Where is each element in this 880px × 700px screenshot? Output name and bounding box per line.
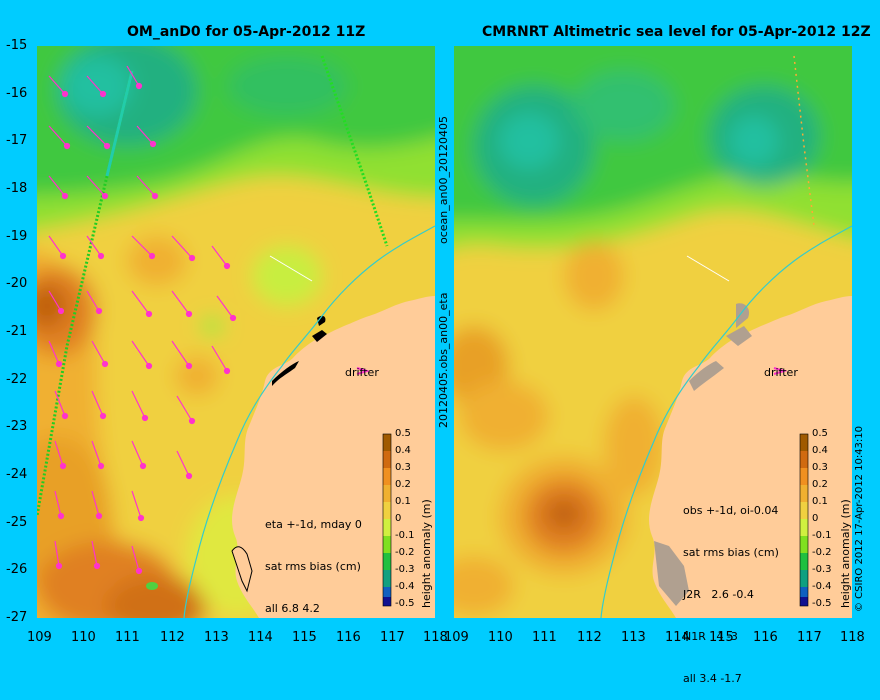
y-tick: -17: [6, 133, 28, 148]
drifter-marker: [773, 367, 788, 375]
left-vertical-label-bottom: 20120405.obs_an00_eta: [437, 292, 450, 428]
x-tick: 114: [665, 630, 690, 645]
x-tick: 114: [248, 630, 273, 645]
left-map: [37, 46, 435, 618]
left-stats-line: eta +-1d, mday 0: [265, 518, 362, 531]
colorbar-tick: -0.2: [812, 547, 832, 558]
right-colorbar: [799, 433, 809, 607]
x-tick: 111: [115, 630, 140, 645]
right-stats-line: J2R 2.6 -0.4: [683, 588, 754, 601]
colorbar-tick: -0.4: [395, 581, 415, 592]
x-tick: 116: [336, 630, 361, 645]
left-stats-line: sat rms bias (cm): [265, 560, 361, 573]
left-panel-title: OM_anD0 for 05-Apr-2012 11Z: [127, 24, 366, 40]
y-tick: -15: [6, 38, 28, 53]
colorbar-tick: -0.5: [395, 598, 415, 609]
drifter-marker: [356, 367, 371, 375]
y-tick: -24: [6, 467, 28, 482]
colorbar-tick: 0.2: [812, 479, 828, 490]
x-tick: 118: [840, 630, 865, 645]
right-stats: obs +-1d, oi-0.04 sat rms bias (cm) J2R …: [683, 476, 779, 700]
colorbar-tick: 0.1: [812, 496, 828, 507]
x-tick: 118: [423, 630, 448, 645]
left-stats-line: all 6.8 4.2: [265, 602, 320, 615]
colorbar-tick: -0.5: [812, 598, 832, 609]
x-tick: 113: [204, 630, 229, 645]
right-drifter-label: drifter: [764, 366, 798, 379]
y-tick: -21: [6, 324, 28, 339]
right-panel-title: CMRNRT Altimetric sea level for 05-Apr-2…: [482, 24, 871, 40]
left-drifter-label: drifter: [345, 366, 379, 379]
x-tick: 110: [488, 630, 513, 645]
x-tick: 112: [577, 630, 602, 645]
x-tick: 115: [709, 630, 734, 645]
colorbar-tick: 0.1: [395, 496, 411, 507]
y-tick: -22: [6, 372, 28, 387]
y-tick: -20: [6, 276, 28, 291]
colorbar-tick: -0.3: [395, 564, 415, 575]
colorbar-tick: 0.2: [395, 479, 411, 490]
left-colorbar-label: height anomaly (m): [420, 499, 433, 608]
colorbar-tick: 0.5: [812, 428, 828, 439]
current-arrows: [48, 65, 237, 575]
left-stats: eta +-1d, mday 0 sat rms bias (cm) all 6…: [265, 490, 362, 630]
right-map-panel: [454, 46, 852, 618]
right-stats-line: obs +-1d, oi-0.04: [683, 504, 779, 517]
x-tick: 117: [380, 630, 405, 645]
y-tick: -16: [6, 86, 28, 101]
colorbar-tick: -0.1: [812, 530, 832, 541]
colorbar-tick: -0.2: [395, 547, 415, 558]
left-vertical-label-top: ocean_an00_20120405: [437, 116, 450, 244]
y-tick: -18: [6, 181, 28, 196]
y-tick: -19: [6, 229, 28, 244]
x-tick: 110: [71, 630, 96, 645]
left-map-panel: [37, 46, 435, 618]
credit-text: © CSIRO 2012 17-Apr-2012 10:43:10: [854, 425, 865, 612]
left-colorbar: [382, 433, 392, 607]
x-tick: 117: [797, 630, 822, 645]
right-map: [454, 46, 852, 618]
colorbar-tick: 0: [395, 513, 402, 524]
x-tick: 115: [292, 630, 317, 645]
x-tick: 113: [621, 630, 646, 645]
right-stats-line: all 3.4 -1.7: [683, 672, 742, 685]
x-tick: 116: [753, 630, 778, 645]
x-tick: 109: [444, 630, 469, 645]
right-colorbar-label: height anomaly (m): [839, 499, 852, 608]
colorbar-tick: 0.5: [395, 428, 411, 439]
colorbar-tick: 0.4: [812, 445, 828, 456]
y-tick: -27: [6, 610, 28, 625]
colorbar-tick: 0.4: [395, 445, 411, 456]
y-tick: -26: [6, 562, 28, 577]
y-tick: -23: [6, 419, 28, 434]
colorbar-tick: 0.3: [812, 462, 828, 473]
x-tick: 109: [27, 630, 52, 645]
x-tick: 112: [160, 630, 185, 645]
x-tick: 111: [532, 630, 557, 645]
colorbar-tick: -0.3: [812, 564, 832, 575]
right-stats-line: sat rms bias (cm): [683, 546, 779, 559]
colorbar-tick: -0.4: [812, 581, 832, 592]
y-tick: -25: [6, 515, 28, 530]
colorbar-tick: 0.3: [395, 462, 411, 473]
colorbar-tick: 0: [812, 513, 819, 524]
right-stats-line: N1R 4 -3: [683, 630, 738, 643]
colorbar-tick: -0.1: [395, 530, 415, 541]
